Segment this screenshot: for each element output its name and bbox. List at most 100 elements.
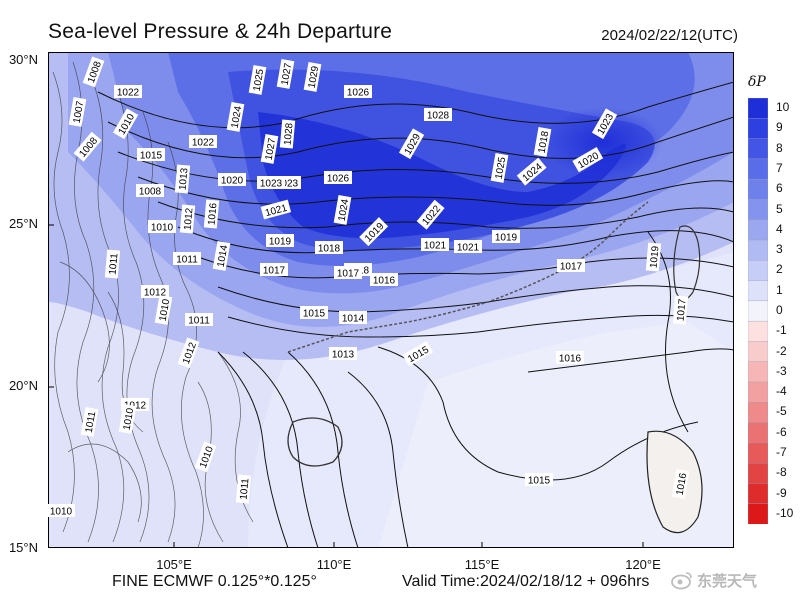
isobar-label-bg (276, 58, 295, 89)
lon-label-120: 120°E (625, 557, 661, 572)
isobar-label: 1012 (179, 204, 196, 234)
isobar-label-text: 1026 (347, 88, 370, 99)
colorbar-swatch (748, 483, 768, 505)
isobar-label-text: 1017 (337, 269, 360, 280)
isobar-label: 1017 (260, 263, 288, 277)
colorbar-swatch (748, 138, 768, 160)
isobar-label: 1010 (148, 220, 176, 234)
isobar-label-bg (226, 101, 245, 132)
isobar-label-text: 1011 (108, 252, 121, 275)
isobar-label-text: 1013 (178, 167, 191, 191)
colorbar-swatch (748, 341, 768, 363)
isobar-label: 1014 (339, 311, 367, 325)
isobar-label-bg (173, 252, 201, 265)
colorbar-swatch (748, 219, 768, 241)
isobar-label-bg (516, 157, 547, 186)
isobar-label-bg (194, 441, 217, 473)
isobar-label-text: 1019 (649, 245, 662, 269)
isobar-label-text: 1014 (342, 314, 365, 325)
isobar-label-text: 1021 (424, 241, 447, 252)
isobar-label-bg (177, 337, 200, 369)
colorbar-swatch (748, 361, 768, 383)
isobar-label-bg (334, 266, 362, 279)
colorbar-label: 8 (776, 140, 783, 155)
isobar-label-text: 1019 (495, 233, 518, 244)
isobar-label-bg (557, 259, 585, 272)
isobar-label: 1027 (276, 58, 295, 89)
isobar-label: 1011 (80, 406, 99, 437)
isobar-label: 1021 (421, 238, 449, 252)
isobar-label: 1028 (279, 119, 296, 149)
isobar-label: 1029 (303, 61, 322, 92)
taiwan-island (673, 225, 701, 301)
isobar-label: 1008 (136, 184, 164, 198)
analysis-datetime: 2024/02/22/12(UTC) (601, 27, 738, 44)
colorbar-swatch (748, 381, 768, 403)
colorbar-label: -3 (776, 363, 787, 378)
isobar-label-bg (174, 164, 191, 194)
isobar-label-text: 1007 (72, 100, 87, 124)
isobar-label-bg (148, 220, 176, 233)
colorbar-swatch (748, 158, 768, 180)
isobar-label-bg (114, 85, 142, 98)
isobar-label-text: 1023 (276, 179, 299, 190)
isobar-label: 1011 (185, 313, 213, 327)
isobar-label-bg (260, 133, 279, 164)
isobar-label-bg (645, 242, 662, 272)
isobar-label-text: 1021 (457, 243, 480, 254)
isobar-label: 1013 (174, 164, 191, 194)
colorbar-swatch (748, 280, 768, 302)
isobar-label: 1024 (333, 194, 351, 225)
isobar-label-text: 1008 (139, 187, 162, 198)
chart-title: Sea-level Pressure & 24h Departure (48, 20, 393, 43)
colorbar-title: δP (748, 74, 766, 90)
isobar-label-text: 1016 (207, 202, 220, 226)
isobar-label-text: 1022 (117, 88, 140, 99)
isobar-label-bg (118, 403, 137, 434)
isobar-label: 1007 (68, 96, 87, 127)
isobar-label-text: 1025 (252, 68, 267, 92)
isobar-label: 1022 (189, 135, 217, 149)
isobar-label-text: 1013 (332, 350, 355, 361)
colorbar-swatch (748, 402, 768, 424)
lat-label-20: 20°N (8, 378, 38, 393)
isobar-label-text: 1019 (269, 237, 292, 248)
isobar-label-bg (303, 61, 322, 92)
model-label: FINE ECMWF 0.125°*0.125° (112, 573, 317, 590)
isobar-label: 1024 (226, 101, 245, 132)
colorbar-swatch (748, 320, 768, 343)
isobar-label: 1010 (154, 294, 172, 325)
colorbar-swatch (748, 239, 768, 261)
isobar-label: 1019 (266, 234, 294, 248)
isobar-label-bg (212, 240, 231, 271)
isobar-label-bg (324, 171, 352, 184)
isobar-label-text: 1028 (427, 111, 450, 122)
colorbar-label: -5 (776, 404, 787, 419)
colorbar-label: 7 (776, 161, 783, 175)
isobar-label-text: 1027 (264, 137, 279, 161)
isobar-label-text: 1014 (216, 244, 231, 268)
isobar-label-bg (235, 474, 252, 504)
isobar-label-text: 1028 (283, 122, 296, 146)
isobar-label-bg (68, 96, 87, 127)
colorbar-label: 3 (776, 242, 783, 257)
colorbar-label: -10 (776, 505, 794, 520)
isobar-label: 1019 (492, 230, 520, 244)
isobar-label: 1015 (525, 473, 553, 487)
isobar-label-bg (344, 85, 372, 98)
isobar-label-bg (671, 468, 690, 499)
isobar-label-text: 1011 (84, 410, 99, 434)
isobar-label: 1017 (557, 259, 585, 273)
isobar-label-bg (572, 146, 604, 173)
isobar-label-bg (179, 204, 196, 234)
isobar-label-text: 1017 (560, 262, 583, 273)
lat-label-15: 15°N (8, 540, 38, 555)
isobar-label-text: 1012 (144, 288, 167, 299)
isobar-label: 1017 (334, 266, 362, 280)
colorbar-label: 10 (776, 100, 790, 115)
isobar-label-bg (80, 406, 99, 437)
isobar-label-bg (672, 295, 689, 325)
lon-label-110: 110°E (316, 557, 352, 572)
isobar-label-text: 1018 (318, 244, 341, 255)
